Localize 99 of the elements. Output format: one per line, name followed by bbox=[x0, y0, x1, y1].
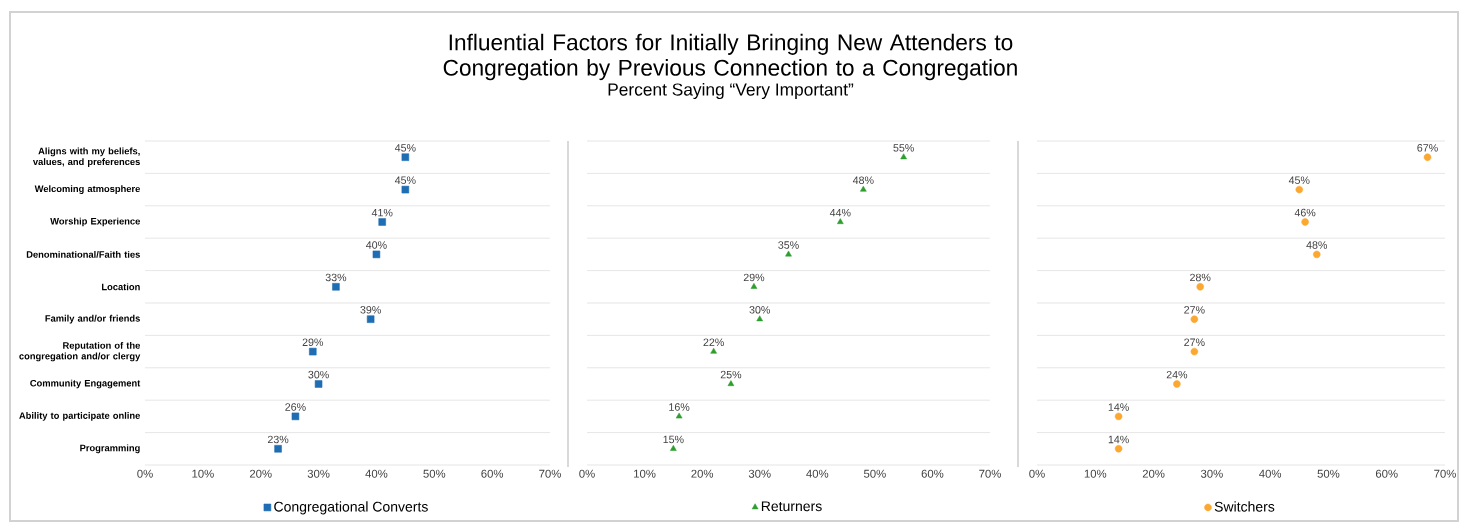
chart-subtitle: Percent Saying “Very Important” bbox=[608, 82, 854, 100]
data-label: 14% bbox=[1108, 403, 1129, 411]
x-tick-label: 60% bbox=[921, 469, 944, 478]
x-tick-label: 30% bbox=[307, 469, 330, 478]
point bbox=[274, 445, 282, 453]
data-label: 22% bbox=[703, 338, 724, 346]
x-tick-label: 50% bbox=[1317, 469, 1340, 478]
x-tick-label: 10% bbox=[192, 469, 214, 478]
data-label: 45% bbox=[394, 176, 416, 184]
point bbox=[675, 412, 683, 419]
data-label: 23% bbox=[267, 435, 289, 444]
point bbox=[309, 347, 317, 356]
data-label: 45% bbox=[394, 144, 416, 152]
point bbox=[860, 185, 867, 192]
point bbox=[401, 153, 410, 161]
chart-title: Influential Factors for Initially Bringing New Attenders to Congregation by Previous Connection to a Congregation bbox=[443, 33, 1017, 81]
data-label: 29% bbox=[302, 338, 324, 346]
data-label: 15% bbox=[663, 435, 684, 444]
x-tick-label: 30% bbox=[1200, 469, 1223, 478]
point bbox=[710, 347, 717, 354]
x-tick-label: 10% bbox=[634, 469, 656, 478]
x-tick-label: 40% bbox=[806, 469, 829, 478]
data-label: 16% bbox=[669, 403, 690, 411]
x-tick-label: 60% bbox=[481, 469, 504, 478]
point bbox=[1301, 218, 1309, 226]
data-label: 33% bbox=[325, 273, 347, 282]
data-label: 27% bbox=[1184, 338, 1205, 346]
data-label: 28% bbox=[1190, 273, 1211, 282]
point bbox=[1190, 347, 1199, 356]
y-tick-label: Welcoming atmosphere bbox=[34, 185, 140, 194]
point bbox=[1295, 185, 1304, 194]
x-tick-label: 40% bbox=[1259, 469, 1282, 478]
point bbox=[401, 185, 410, 194]
y-tick-label: Worship Experience bbox=[50, 217, 140, 227]
point bbox=[837, 218, 844, 224]
y-tick-label: Family and/or friends bbox=[45, 314, 140, 324]
x-tick-label: 20% bbox=[249, 469, 272, 478]
legend-label: Switchers bbox=[1214, 501, 1275, 512]
point bbox=[372, 250, 381, 259]
data-label: 26% bbox=[285, 403, 306, 411]
point bbox=[1173, 380, 1181, 388]
legend-label: Returners bbox=[761, 501, 822, 512]
point bbox=[378, 218, 386, 226]
data-label: 67% bbox=[1417, 144, 1438, 152]
point bbox=[670, 445, 677, 451]
point bbox=[366, 315, 375, 323]
x-tick-label: 0% bbox=[137, 469, 153, 478]
x-tick-label: 0% bbox=[579, 469, 595, 478]
data-label: 30% bbox=[749, 306, 770, 314]
x-tick-label: 40% bbox=[365, 469, 388, 478]
point bbox=[1190, 315, 1199, 323]
point bbox=[756, 315, 763, 322]
y-tick-label: Location bbox=[102, 283, 140, 291]
data-label: 24% bbox=[1166, 370, 1188, 379]
data-label: 25% bbox=[720, 370, 742, 379]
data-label: 30% bbox=[308, 370, 329, 379]
x-tick-label: 30% bbox=[748, 469, 771, 478]
y-tick-label: Community Engagement bbox=[30, 379, 141, 389]
data-label: 48% bbox=[852, 176, 874, 184]
y-tick-label: Ability to participate online bbox=[19, 412, 140, 421]
x-tick-label: 60% bbox=[1375, 469, 1398, 478]
point bbox=[1313, 250, 1321, 259]
y-tick-label: Denominational/Faith ties bbox=[26, 250, 140, 258]
point bbox=[750, 283, 758, 289]
point bbox=[291, 412, 300, 421]
point bbox=[1423, 153, 1432, 161]
data-label: 14% bbox=[1108, 435, 1129, 444]
x-tick-label: 50% bbox=[423, 469, 446, 478]
data-label: 27% bbox=[1184, 306, 1205, 314]
data-label: 55% bbox=[893, 144, 914, 152]
y-tick-label: Reputation of the congregation and/or clergy bbox=[19, 341, 141, 362]
point bbox=[332, 283, 340, 291]
data-label: 39% bbox=[360, 306, 381, 314]
x-tick-label: 70% bbox=[979, 469, 1001, 478]
point bbox=[900, 153, 907, 160]
x-tick-label: 10% bbox=[1084, 469, 1107, 478]
data-label: 48% bbox=[1306, 241, 1328, 249]
data-label: 40% bbox=[366, 241, 387, 249]
y-tick-label: Programming bbox=[80, 444, 140, 454]
x-tick-label: 20% bbox=[691, 469, 714, 478]
x-tick-label: 0% bbox=[1029, 469, 1045, 478]
point bbox=[314, 380, 323, 388]
data-label: 41% bbox=[371, 208, 393, 217]
legend-label: Congregational Converts bbox=[274, 501, 428, 515]
data-label: 45% bbox=[1288, 176, 1310, 184]
point bbox=[785, 250, 792, 257]
x-tick-label: 70% bbox=[539, 469, 561, 478]
data-label: 44% bbox=[829, 208, 851, 217]
point bbox=[1196, 283, 1204, 291]
y-tick-label: Aligns with my beliefs, values, and preferences bbox=[32, 147, 140, 167]
x-tick-label: 50% bbox=[863, 469, 886, 478]
data-label: 29% bbox=[743, 273, 765, 282]
x-tick-label: 20% bbox=[1142, 469, 1165, 478]
data-label: 35% bbox=[778, 241, 799, 249]
data-label: 46% bbox=[1294, 208, 1316, 217]
point bbox=[727, 380, 735, 386]
x-tick-label: 70% bbox=[1434, 469, 1456, 478]
point bbox=[1114, 412, 1123, 421]
point bbox=[1114, 445, 1123, 453]
